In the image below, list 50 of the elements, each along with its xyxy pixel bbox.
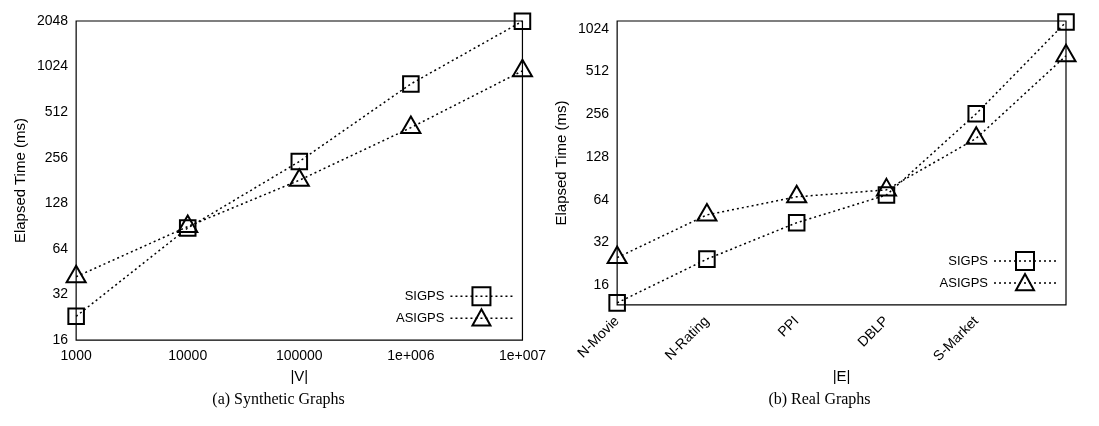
y-tick-label: 32: [52, 285, 69, 302]
y-tick-label: 256: [585, 105, 610, 122]
legend-label: ASIGPS: [939, 274, 989, 290]
y-tick-label: 128: [585, 147, 610, 164]
point: [877, 186, 896, 204]
text: (b) Real Graphs: [768, 390, 871, 408]
x-axis-title: |E|: [832, 367, 851, 385]
x-tick-label: 1e+006: [387, 347, 435, 364]
legend-label: ASIGPS: [396, 309, 445, 325]
y-tick-label: 128: [44, 194, 69, 211]
y-axis-title: Elapsed Time (ms): [11, 118, 29, 244]
y-tick-label: 2048: [36, 11, 69, 28]
x-tick-label: 1000: [60, 347, 92, 364]
y-tick-label: 512: [585, 62, 610, 79]
point: [698, 250, 716, 268]
point: [1055, 43, 1077, 63]
point: [696, 202, 718, 222]
y-tick-label: 1024: [577, 19, 610, 36]
point: [288, 168, 310, 187]
y-tick-label: 16: [52, 331, 69, 348]
y-tick-label: 16: [593, 276, 610, 292]
text: (a) Synthetic Graphs: [212, 390, 345, 408]
point: [875, 177, 897, 197]
point: [608, 294, 626, 312]
point: [400, 115, 422, 135]
point: [178, 219, 197, 237]
x-tick-label: 1e+007: [498, 347, 547, 364]
y-tick-label: 32: [593, 233, 610, 250]
point: [787, 213, 806, 232]
point: [965, 126, 987, 145]
y-axis-title: Elapsed Time (ms): [552, 100, 570, 226]
point: [513, 12, 532, 31]
y-tick-label: 64: [52, 239, 69, 256]
legend-label: SIGPS: [948, 252, 989, 268]
x-tick-label: PPI: [774, 312, 802, 340]
point: [177, 214, 199, 234]
point: [786, 184, 808, 204]
y-tick-label: 512: [44, 103, 69, 120]
y-tick-label: 256: [44, 148, 69, 165]
x-axis-title: |V|: [290, 367, 309, 385]
point: [65, 264, 87, 284]
point: [402, 75, 420, 93]
point: [290, 152, 309, 171]
x-tick-label: 10000: [168, 347, 208, 364]
legend-label: SIGPS: [404, 287, 445, 303]
y-tick-label: 1024: [36, 57, 69, 74]
x-tick-label: 100000: [275, 347, 323, 364]
point: [606, 245, 628, 265]
point: [967, 104, 986, 123]
y-tick-label: 64: [593, 190, 610, 207]
